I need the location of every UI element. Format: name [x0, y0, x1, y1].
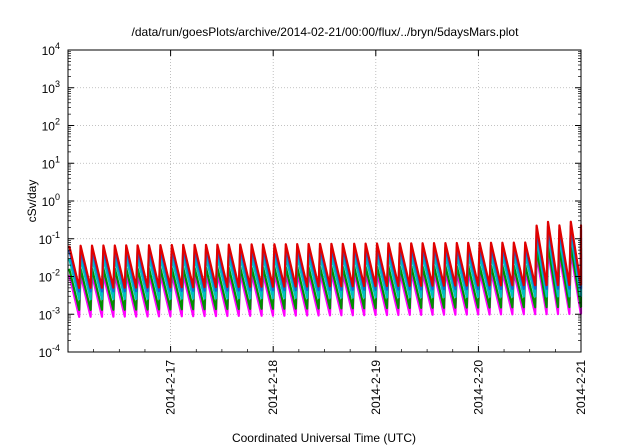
- x-tick-label: 2014-2-17: [164, 360, 178, 415]
- y-tick-label: 101: [42, 154, 60, 171]
- y-tick-label: 10-2: [39, 268, 60, 285]
- series-line-4: [68, 220, 583, 289]
- x-tick-label: 2014-2-19: [369, 360, 383, 415]
- series-layer: [68, 220, 583, 318]
- y-tick-label: 100: [42, 192, 60, 209]
- y-tick-label: 10-3: [39, 305, 60, 322]
- x-tick-label: 2014-2-18: [266, 360, 280, 415]
- y-tick-label: 102: [42, 117, 60, 134]
- grid-lines: [68, 50, 581, 352]
- x-axis-label: Coordinated Universal Time (UTC): [232, 431, 416, 445]
- y-tick-label: 104: [42, 41, 60, 58]
- x-tick-label: 2014-2-21: [574, 360, 588, 415]
- y-tick-label: 10-4: [39, 343, 60, 360]
- x-axis: 2014-2-17 2014-2-18 2014-2-19 2014-2-20 2014…: [93, 50, 588, 415]
- y-tick-label: 10-1: [39, 230, 60, 247]
- x-tick-label: 2014-2-20: [471, 360, 485, 415]
- y-tick-label: 103: [42, 79, 60, 96]
- chart-title: /data/run/goesPlots/archive/2014-02-21/0…: [132, 25, 520, 39]
- y-axis-label: cSv/day: [25, 180, 39, 223]
- y-axis: 10-4 10-3 10-2 10-1 100 101 102 103 104: [39, 41, 581, 360]
